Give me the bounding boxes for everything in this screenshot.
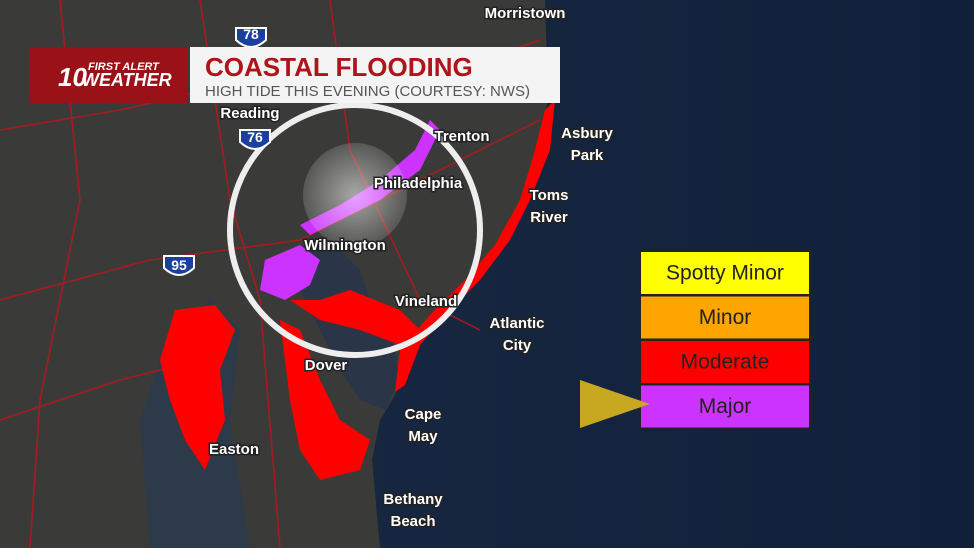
title: COASTAL FLOODING [205, 52, 473, 82]
header: 10 FIRST ALERT WEATHER COASTAL FLOODING … [30, 47, 560, 103]
legend-swatch [639, 339, 811, 385]
place-label: May [408, 428, 438, 445]
legend-label: Major [699, 395, 752, 418]
highway-shields: 78 76 95 [163, 26, 271, 276]
place-label: Atlantic [489, 315, 544, 332]
place-label: Trenton [435, 128, 490, 145]
highway-label: 78 [243, 26, 259, 42]
logo-line: WEATHER [82, 70, 172, 90]
place-label: Wilmington [304, 237, 386, 254]
place-label: Vineland [395, 293, 457, 310]
highlight-ring [227, 102, 483, 358]
place-label: Park [571, 147, 604, 164]
place-label: Dover [305, 357, 348, 374]
place-label: Beach [390, 513, 435, 530]
place-label: Philadelphia [374, 175, 463, 192]
place-label: Morristown [485, 5, 566, 22]
pointer-arrow [580, 380, 650, 428]
place-label: Toms [530, 187, 569, 204]
highway-label: 76 [247, 129, 263, 145]
place-labels: Morristown Reading Trenton Asbury Park Philad… [207, 4, 615, 532]
logo-box [30, 47, 188, 103]
subtitle: HIGH TIDE THIS EVENING (COURTESY: NWS) [205, 83, 530, 100]
logo-line: FIRST ALERT [88, 61, 160, 73]
legend-label: Spotty Minor [666, 262, 784, 285]
place-label: River [530, 209, 568, 226]
place-label: Asbury [561, 125, 613, 142]
focus-glow [303, 143, 407, 247]
legend-label: Moderate [681, 351, 770, 374]
place-label: City [503, 337, 532, 354]
place-label: Reading [220, 105, 279, 122]
legend: Spotty Minor Minor Moderate Major [639, 250, 811, 430]
highway-label: 95 [171, 257, 187, 273]
legend-swatch [639, 383, 811, 430]
place-label: Cape [405, 406, 442, 423]
legend-label: Minor [699, 306, 752, 329]
shield [163, 255, 195, 276]
moderate-flood-areas [160, 100, 555, 480]
place-label: Easton [209, 441, 259, 458]
shield [235, 27, 267, 48]
logo-number: 10 [58, 62, 87, 92]
title-box [190, 47, 560, 103]
place-label: Bethany [383, 491, 443, 508]
shield [239, 129, 271, 150]
